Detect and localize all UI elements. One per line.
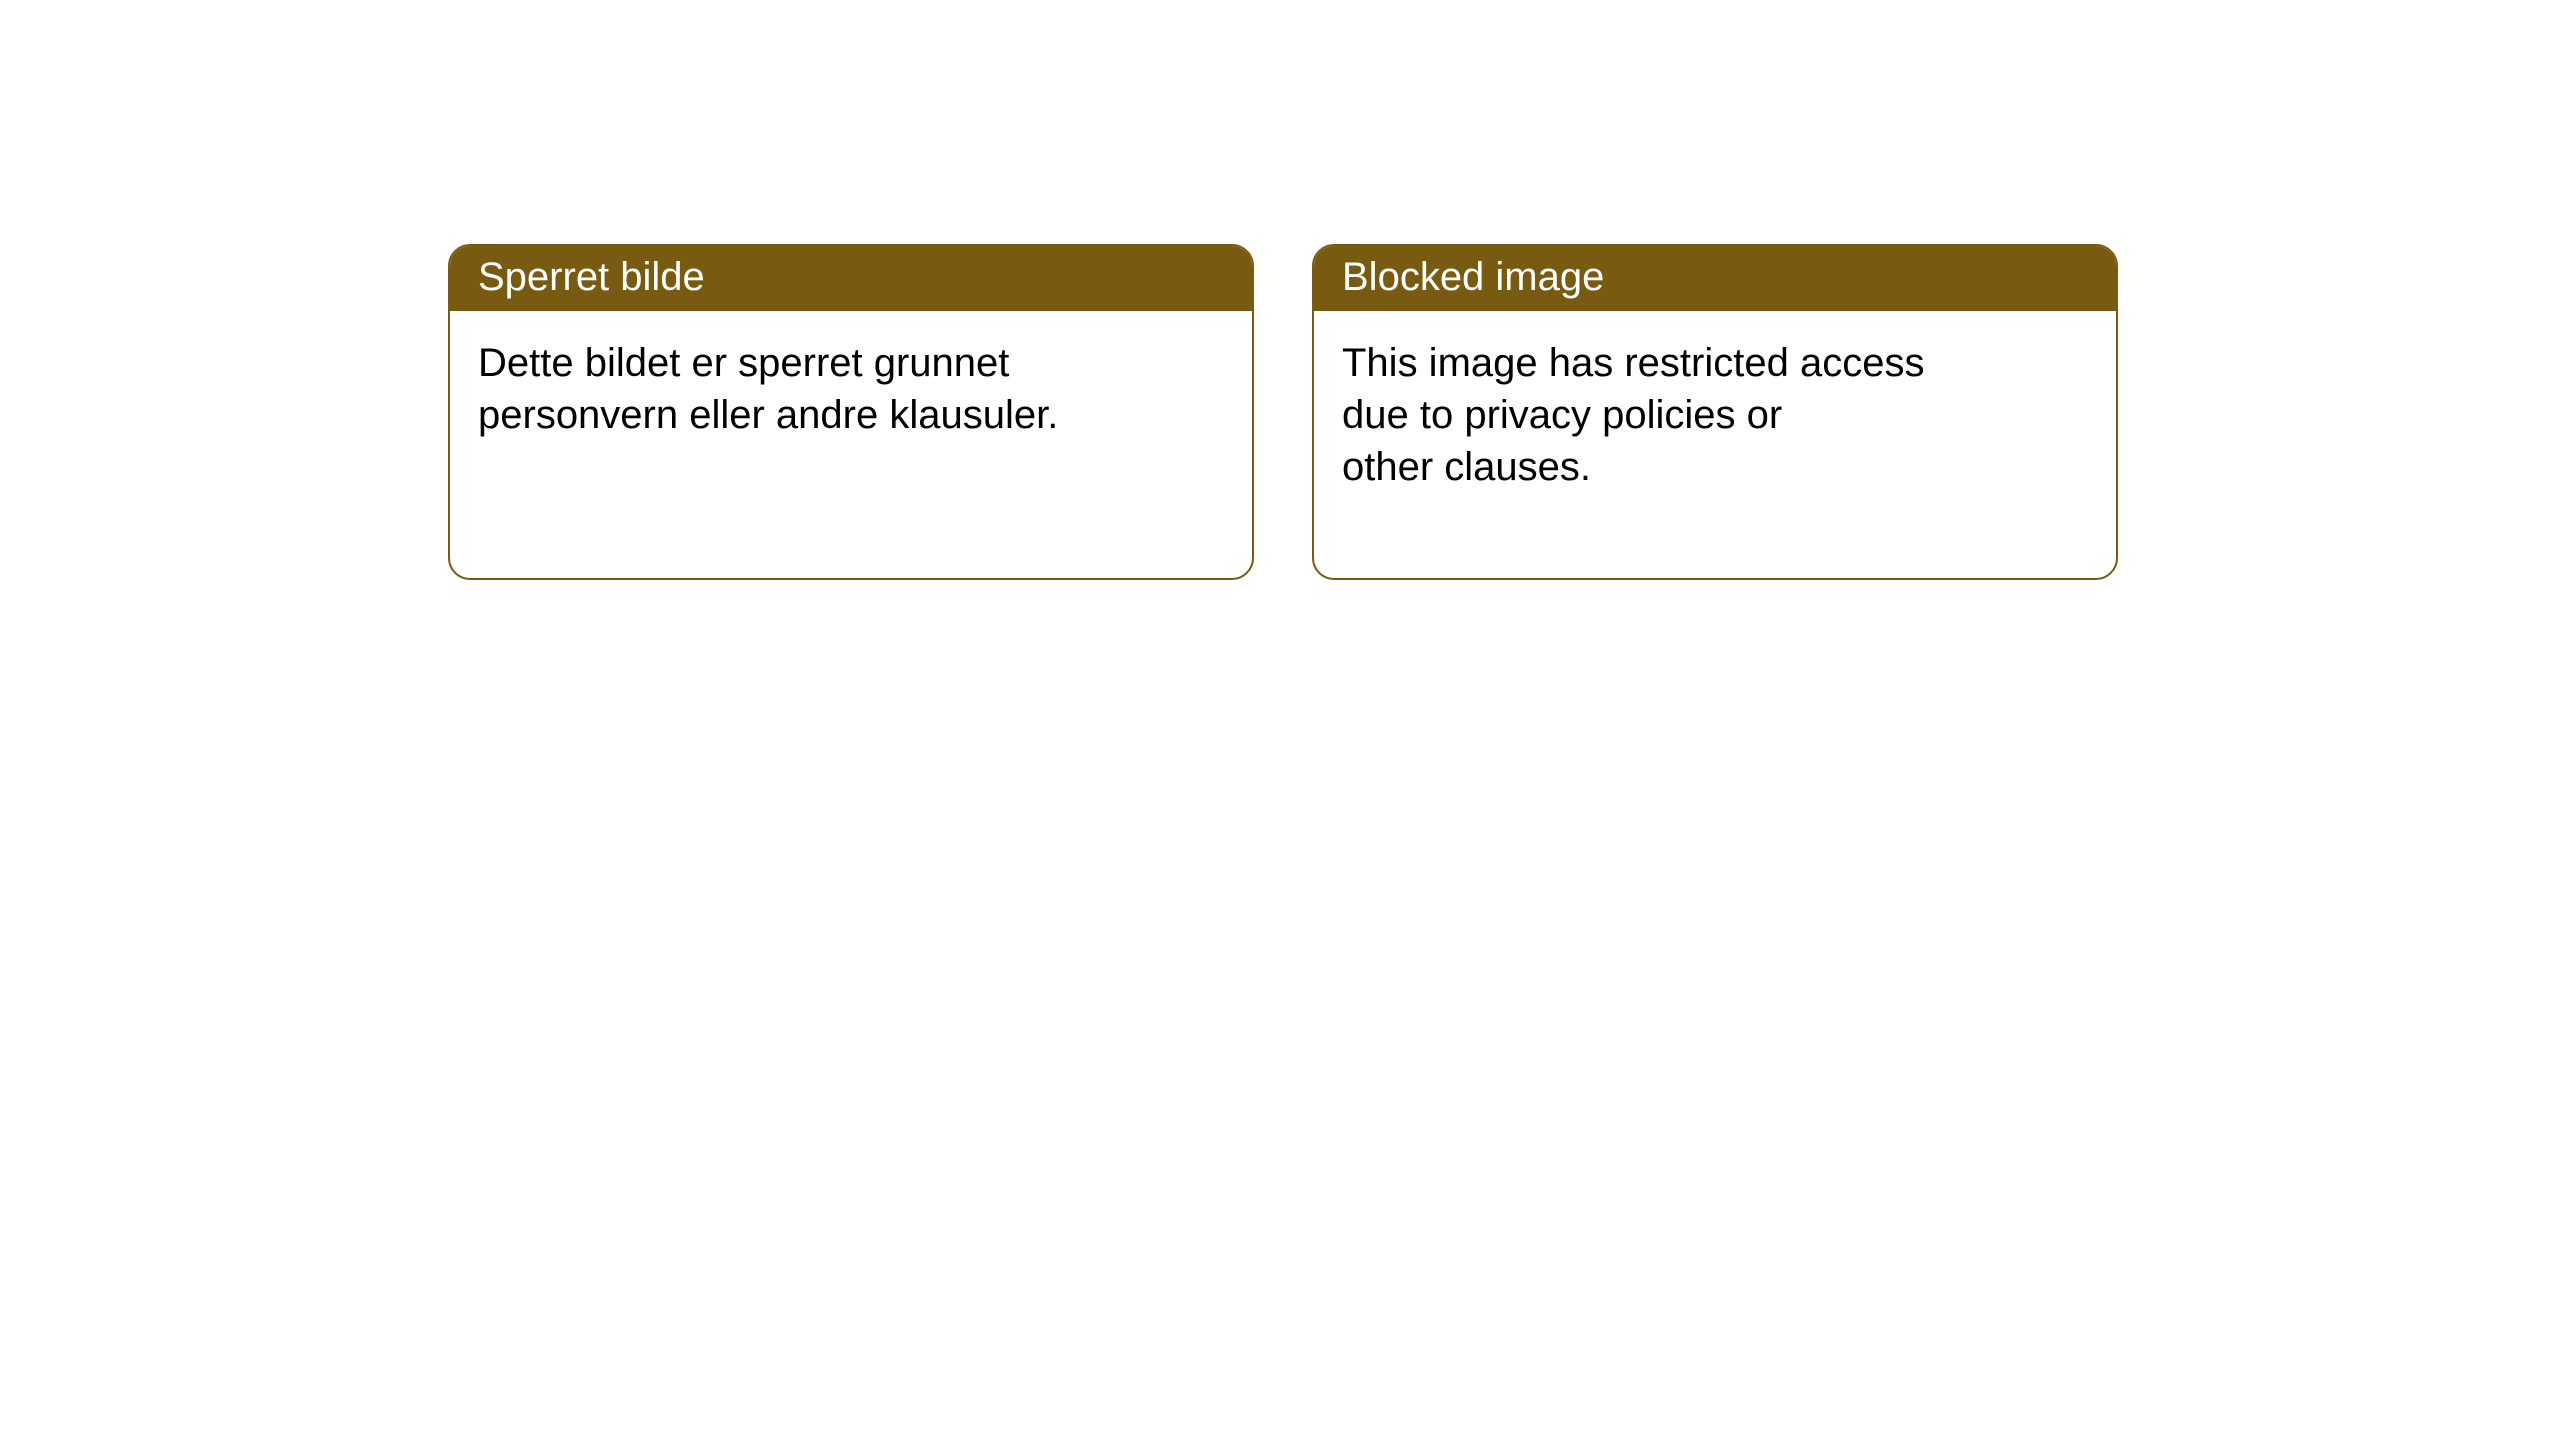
notice-card-en: Blocked image This image has restricted … [1312, 244, 2118, 580]
notice-body-en: This image has restricted access due to … [1314, 311, 2116, 513]
notice-title-no: Sperret bilde [450, 246, 1252, 311]
notice-title-en: Blocked image [1314, 246, 2116, 311]
notice-body-no: Dette bildet er sperret grunnet personve… [450, 311, 1252, 461]
notice-container: Sperret bilde Dette bildet er sperret gr… [0, 0, 2560, 580]
notice-card-no: Sperret bilde Dette bildet er sperret gr… [448, 244, 1254, 580]
